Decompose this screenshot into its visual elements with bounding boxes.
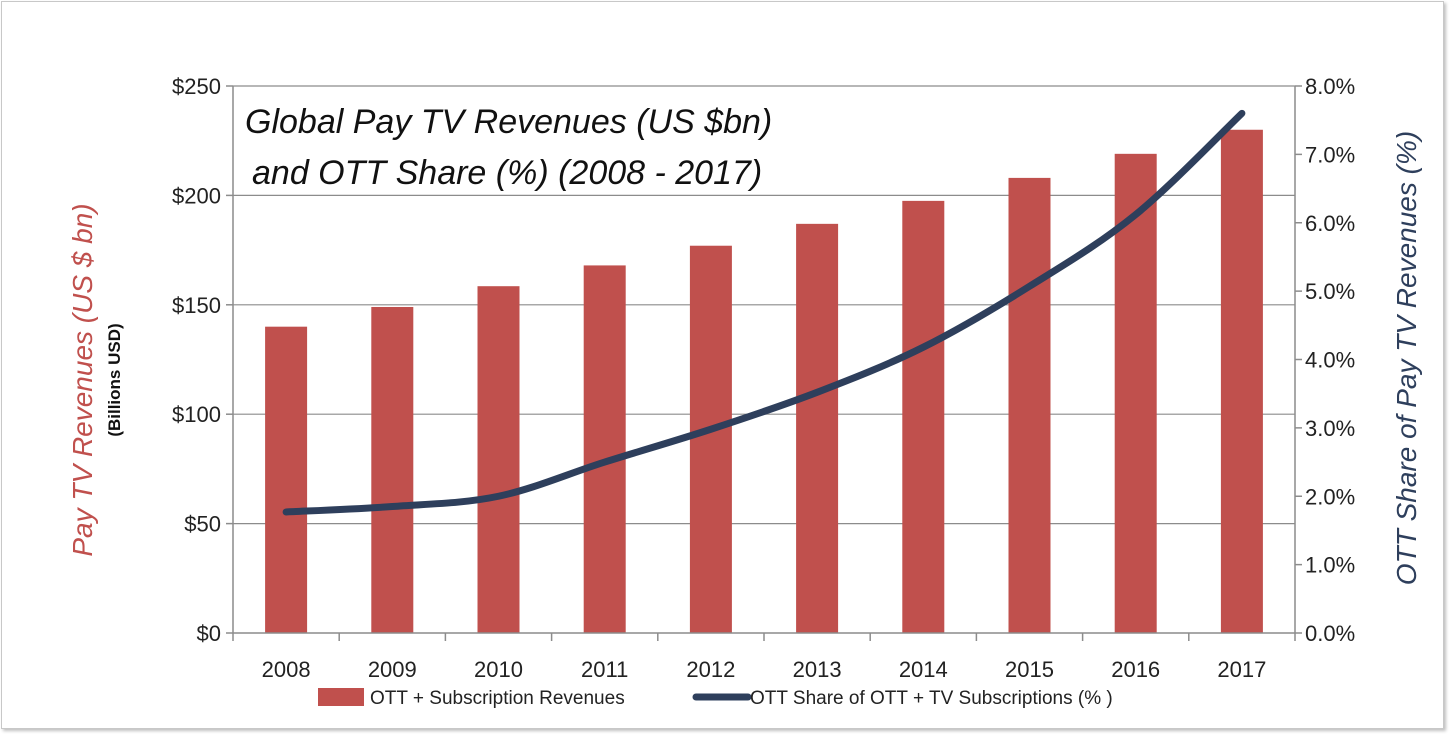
x-axis-ticks: 2008 2009 2010 2011 2012 2013 2014 2015 2016 2017 bbox=[232, 633, 1296, 682]
ott-share-line bbox=[282, 109, 1246, 516]
x-tick-label: 2015 bbox=[1005, 657, 1054, 682]
chart-title-line2: and OTT Share (%) (2008 - 2017) bbox=[252, 154, 762, 192]
x-tick-label: 2016 bbox=[1111, 657, 1160, 682]
x-tick-label: 2013 bbox=[793, 657, 842, 682]
left-axis-ticks: $0 $50 $100 $150 $200 $250 bbox=[172, 74, 233, 646]
bar bbox=[902, 200, 945, 633]
legend: OTT + Subscription Revenues OTT Share of… bbox=[318, 688, 1113, 709]
bar bbox=[371, 306, 414, 633]
right-tick-label: 7.0% bbox=[1305, 142, 1355, 167]
y-axis-left-sublabel: (Billions USD) bbox=[105, 323, 124, 436]
bar-series bbox=[265, 129, 1263, 633]
left-tick-label: $250 bbox=[172, 74, 221, 99]
bar bbox=[265, 326, 308, 633]
x-tick-label: 2010 bbox=[474, 657, 523, 682]
bar bbox=[477, 286, 520, 633]
right-tick-label: 0.0% bbox=[1305, 621, 1355, 646]
left-tick-label: $100 bbox=[172, 402, 221, 427]
right-tick-label: 5.0% bbox=[1305, 279, 1355, 304]
y-axis-right-label: OTT Share of Pay TV Revenues (%) bbox=[1391, 131, 1422, 585]
right-tick-label: 1.0% bbox=[1305, 553, 1355, 578]
chart-title-line1: Global Pay TV Revenues (US $bn) bbox=[245, 103, 772, 141]
bar bbox=[796, 223, 839, 633]
right-tick-label: 8.0% bbox=[1305, 74, 1355, 99]
line-series bbox=[282, 109, 1246, 516]
x-tick-label: 2012 bbox=[686, 657, 735, 682]
bar bbox=[689, 245, 732, 633]
left-tick-label: $50 bbox=[184, 512, 221, 537]
x-tick-label: 2014 bbox=[899, 657, 948, 682]
x-tick-label: 2009 bbox=[368, 657, 417, 682]
right-tick-label: 6.0% bbox=[1305, 211, 1355, 236]
right-axis-ticks: 0.0% 1.0% 2.0% 3.0% 4.0% 5.0% 6.0% 7.0% 8.0% bbox=[1295, 74, 1355, 646]
right-tick-label: 2.0% bbox=[1305, 484, 1355, 509]
x-tick-label: 2017 bbox=[1217, 657, 1266, 682]
left-tick-label: $150 bbox=[172, 293, 221, 318]
x-tick-label: 2011 bbox=[581, 657, 628, 682]
bar bbox=[583, 265, 626, 633]
bar bbox=[1008, 177, 1051, 633]
bar bbox=[1220, 129, 1263, 633]
left-tick-label: $200 bbox=[172, 183, 221, 208]
legend-label-line: OTT Share of OTT + TV Subscriptions (% ) bbox=[750, 688, 1113, 709]
x-tick-label: 2008 bbox=[262, 657, 311, 682]
bar bbox=[1114, 153, 1157, 633]
legend-swatch-bars bbox=[318, 688, 364, 706]
y-axis-left-label: Pay TV Revenues (US $ bn) bbox=[67, 203, 98, 556]
right-tick-label: 4.0% bbox=[1305, 348, 1355, 373]
left-tick-label: $0 bbox=[197, 621, 221, 646]
right-tick-label: 3.0% bbox=[1305, 416, 1355, 441]
legend-label-bars: OTT + Subscription Revenues bbox=[370, 688, 625, 709]
